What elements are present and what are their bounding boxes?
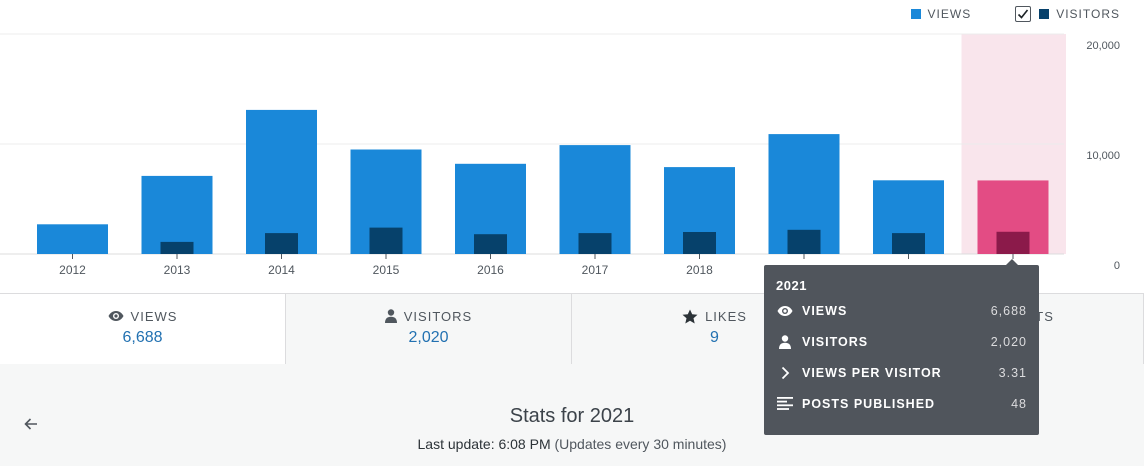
visitors-bar <box>892 233 925 254</box>
x-tick-label: 2012 <box>59 263 86 277</box>
x-tick-label: 2016 <box>477 263 504 277</box>
y-tick-label: 10,000 <box>1086 150 1120 162</box>
tooltip-row-visitors: VISITORS 2,020 <box>776 326 1027 357</box>
tab-views-value: 6,688 <box>122 329 163 346</box>
y-tick-label: 0 <box>1114 260 1120 272</box>
legend-item-visitors: VISITORS <box>1039 7 1120 21</box>
visitors-swatch <box>1039 9 1050 19</box>
x-tick-label: 2017 <box>582 263 609 277</box>
tooltip-views-per-visitor-label: VIEWS PER VISITOR <box>802 365 942 380</box>
tab-likes-value: 9 <box>710 329 719 346</box>
tooltip-posts-published-label: POSTS PUBLISHED <box>802 396 936 411</box>
chart-tooltip: 2021 VIEWS 6,688 VISITORS 2,020 VIEWS PE… <box>764 265 1039 435</box>
visitors-bar <box>474 234 507 254</box>
eye-icon <box>108 311 124 321</box>
visitors-bar <box>160 241 194 254</box>
tab-visitors-header: VISITORS <box>286 307 571 325</box>
checkmark-icon <box>1018 9 1029 19</box>
x-tick-label: 2013 <box>164 263 191 277</box>
visitors-bar <box>578 233 612 254</box>
tooltip-caret <box>1006 259 1018 265</box>
tooltip-row-views-per-visitor: VIEWS PER VISITOR 3.31 <box>776 357 1027 388</box>
views-swatch <box>910 9 921 19</box>
y-tick-label: 20,000 <box>1086 40 1120 52</box>
visitors-bar <box>265 233 298 254</box>
visitors-bar <box>369 227 403 254</box>
tab-views[interactable]: VIEWS 6,688 <box>0 294 286 365</box>
tooltip-visitors-label: VISITORS <box>802 334 869 349</box>
views-bar <box>246 109 317 255</box>
legend-views-label: VIEWS <box>927 7 972 21</box>
tooltip-views-per-visitor-value: 3.31 <box>998 365 1027 380</box>
visitors-bar <box>996 231 1030 254</box>
visitors-bar <box>787 229 821 254</box>
views-bar <box>141 175 213 254</box>
posts-icon <box>777 397 793 410</box>
visitors-bar <box>683 232 716 254</box>
chart-legend: VIEWS VISITORS <box>910 6 1120 22</box>
tooltip-row-views: VIEWS 6,688 <box>776 295 1027 326</box>
bar-chart: 20,000 10,000 0 2012 2013 2014 2015 2016 2017 201… <box>0 33 1144 277</box>
person-icon <box>384 309 397 323</box>
chart-canvas: 20,000 10,000 0 2012 2013 2014 2015 2016 2017 201… <box>0 33 1120 277</box>
last-update-text: Last update: 6:08 PM (Updates every 30 m… <box>0 436 1144 452</box>
back-arrow-icon[interactable] <box>22 415 40 433</box>
tooltip-title: 2021 <box>776 278 807 293</box>
updates-frequency-note: (Updates every 30 minutes) <box>554 436 727 452</box>
star-icon <box>682 309 698 323</box>
legend-item-views: VIEWS <box>910 7 972 21</box>
tooltip-posts-published-value: 48 <box>1011 396 1027 411</box>
tooltip-row-posts-published: POSTS PUBLISHED 48 <box>776 388 1027 419</box>
tab-likes-label: LIKES <box>705 308 747 324</box>
tab-visitors-label: VISITORS <box>403 308 473 324</box>
tab-views-label: VIEWS <box>130 308 178 324</box>
page-title: Stats for 2021 <box>509 405 635 427</box>
tab-views-header: VIEWS <box>0 307 285 325</box>
tab-visitors[interactable]: VISITORS 2,020 <box>286 294 572 365</box>
legend-visitors-label: VISITORS <box>1056 7 1120 21</box>
x-tick-label: 2018 <box>686 263 713 277</box>
chevron-right-icon <box>781 366 790 379</box>
tooltip-visitors-value: 2,020 <box>990 334 1027 349</box>
last-update-time: Last update: 6:08 PM <box>417 436 551 452</box>
tooltip-views-value: 6,688 <box>990 303 1027 318</box>
x-tick-label: 2014 <box>268 263 295 277</box>
tooltip-views-label: VIEWS <box>802 303 848 318</box>
views-bar <box>37 224 108 254</box>
eye-icon <box>777 305 793 316</box>
visitors-checkbox[interactable] <box>1015 6 1032 22</box>
tab-visitors-value: 2,020 <box>408 329 449 346</box>
person-icon <box>779 334 791 349</box>
tab-likes-header: LIKES <box>572 307 857 325</box>
x-tick-label: 2015 <box>373 263 400 277</box>
